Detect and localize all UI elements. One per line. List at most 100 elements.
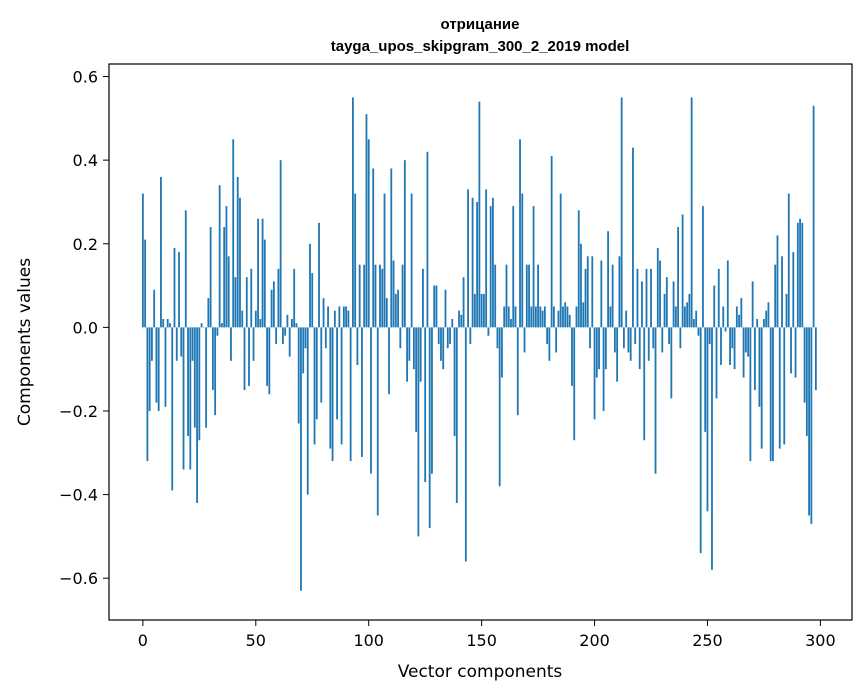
bar-171 [528, 264, 530, 328]
bar-261 [731, 327, 734, 349]
x-tick-label: 300 [805, 631, 836, 650]
bar-237 [677, 227, 680, 328]
bar-186 [562, 306, 564, 328]
bar-157 [496, 327, 499, 349]
bar-98 [363, 264, 366, 328]
bar-244 [693, 319, 695, 328]
bar-144 [467, 189, 469, 328]
bar-276 [765, 310, 768, 328]
chart-title-line1: отрицание [441, 16, 520, 33]
bar-184 [557, 310, 560, 328]
bar-227 [654, 327, 657, 474]
bar-295 [808, 327, 810, 516]
x-axis-label: Vector components [398, 662, 563, 682]
bar-166 [516, 327, 519, 416]
bar-series [141, 97, 817, 591]
y-tick-label: −0.6 [59, 569, 98, 588]
bar-61 [279, 160, 282, 328]
bar-158 [498, 327, 501, 487]
bar-146 [471, 197, 474, 328]
bar-83 [329, 327, 332, 449]
bar-193 [577, 210, 580, 328]
bar-251 [708, 327, 711, 345]
bar-206 [607, 231, 609, 328]
bar-292 [801, 222, 804, 328]
bar-33 [216, 327, 219, 336]
bar-53 [261, 218, 264, 328]
bar-280 [774, 264, 777, 328]
bar-1 [144, 239, 147, 328]
bar-296 [810, 327, 813, 524]
bar-233 [668, 327, 670, 345]
bar-71 [302, 327, 305, 374]
bar-153 [487, 327, 490, 336]
bar-87 [338, 306, 341, 328]
bar-222 [643, 327, 646, 441]
bar-175 [537, 264, 539, 328]
bar-243 [690, 97, 693, 328]
bar-152 [485, 189, 488, 328]
bar-94 [354, 193, 357, 328]
bar-183 [555, 327, 558, 353]
bar-273 [758, 327, 761, 407]
bar-145 [469, 327, 472, 345]
bar-108 [385, 298, 388, 328]
bar-266 [742, 327, 745, 378]
y-tick-label: −0.4 [59, 486, 98, 505]
bar-99 [365, 114, 368, 328]
bar-31 [211, 327, 214, 391]
bar-172 [530, 306, 533, 328]
bar-24 [196, 327, 198, 503]
bar-105 [379, 264, 381, 328]
bar-143 [464, 327, 467, 562]
bar-30 [209, 227, 212, 328]
bar-104 [376, 327, 379, 516]
bar-248 [702, 206, 704, 328]
bar-270 [751, 281, 754, 328]
bar-46 [245, 277, 248, 328]
bar-7 [157, 327, 160, 411]
bar-110 [390, 168, 393, 328]
bar-287 [790, 327, 792, 374]
bar-81 [324, 327, 327, 349]
bar-9 [162, 319, 165, 328]
bar-205 [604, 327, 607, 370]
bar-150 [480, 293, 483, 328]
bar-14 [173, 247, 176, 328]
bar-15 [175, 327, 178, 361]
bar-189 [568, 314, 571, 328]
bar-197 [586, 256, 589, 328]
bar-74 [309, 243, 311, 328]
bar-195 [582, 302, 585, 328]
bar-137 [451, 319, 454, 328]
bar-283 [781, 256, 783, 328]
bar-188 [566, 306, 569, 328]
bar-163 [510, 319, 512, 328]
bar-218 [634, 327, 637, 345]
bar-271 [753, 327, 756, 391]
bar-264 [738, 314, 740, 328]
bar-284 [783, 327, 786, 445]
bar-78 [318, 222, 320, 328]
bar-45 [243, 327, 246, 391]
bar-164 [512, 206, 515, 328]
bar-42 [236, 176, 239, 328]
bar-127 [428, 327, 431, 529]
bar-199 [591, 256, 594, 328]
bar-215 [627, 327, 630, 353]
bar-230 [661, 327, 664, 353]
bar-281 [776, 235, 779, 328]
bar-260 [729, 327, 731, 365]
x-tick-label: 200 [579, 631, 610, 650]
x-tick-label: 50 [246, 631, 266, 650]
bar-48 [250, 268, 253, 328]
bar-106 [381, 268, 384, 328]
bar-217 [632, 147, 634, 328]
bar-40 [232, 139, 235, 328]
bar-97 [361, 327, 363, 457]
bar-180 [548, 327, 551, 361]
y-tick-label: 0.6 [73, 68, 98, 87]
bar-2 [146, 327, 149, 462]
bar-257 [722, 306, 725, 328]
